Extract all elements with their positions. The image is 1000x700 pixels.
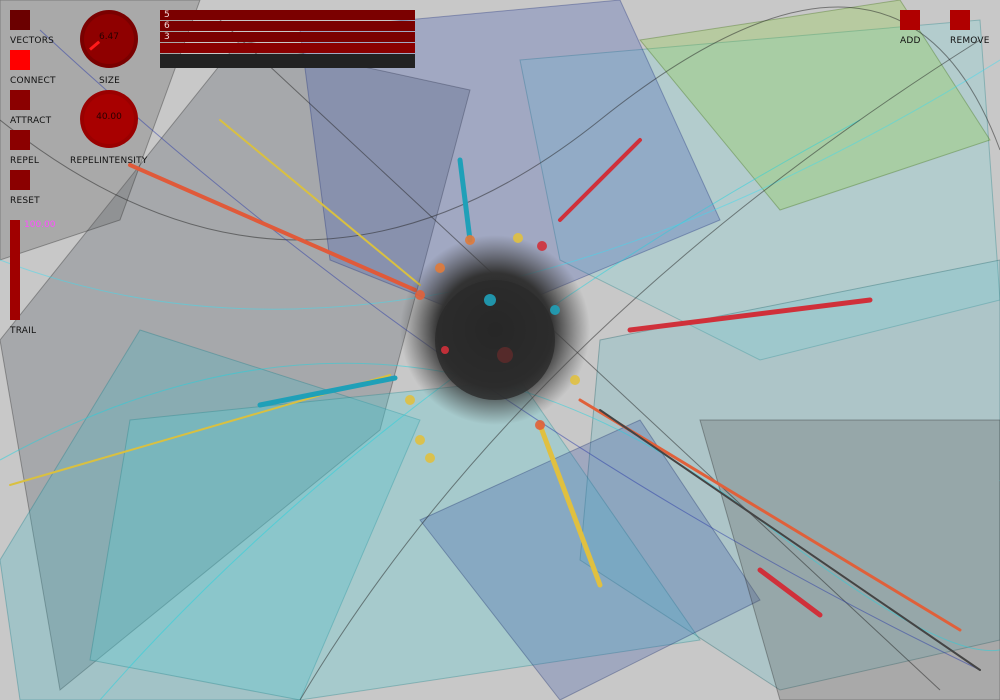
radio-item[interactable]: 5 bbox=[160, 10, 415, 20]
connect-toggle[interactable] bbox=[10, 50, 30, 70]
reset-button[interactable] bbox=[10, 170, 30, 190]
attract-label: ATTRACT bbox=[10, 116, 52, 126]
reset-label: RESET bbox=[10, 196, 40, 206]
vectors-toggle[interactable] bbox=[10, 10, 30, 30]
attract-toggle[interactable] bbox=[10, 90, 30, 110]
repel-intensity-value: 40.00 bbox=[96, 112, 122, 122]
remove-label: REMOVE bbox=[950, 36, 990, 46]
trail-label: TRAIL bbox=[10, 326, 37, 336]
trail-slider-fill bbox=[10, 220, 20, 320]
size-label: SIZE bbox=[99, 76, 121, 86]
mode-radio-list[interactable]: 5 6 3 bbox=[160, 10, 415, 69]
repel-label: REPEL bbox=[10, 156, 40, 166]
radio-item[interactable]: 6 bbox=[160, 21, 415, 31]
add-label: ADD bbox=[900, 36, 921, 46]
radio-item[interactable] bbox=[160, 54, 415, 68]
repel-intensity-knob[interactable]: 40.00 bbox=[80, 90, 138, 148]
vectors-label: VECTORS bbox=[10, 36, 55, 46]
repel-intensity-label: REPELINTENSITY bbox=[70, 156, 148, 166]
add-button[interactable] bbox=[900, 10, 920, 30]
radio-item[interactable]: 3 bbox=[160, 32, 415, 42]
rotary-knob-icon bbox=[84, 94, 134, 144]
remove-button[interactable] bbox=[950, 10, 970, 30]
radio-item[interactable] bbox=[160, 43, 415, 53]
trail-slider[interactable] bbox=[10, 220, 20, 320]
rotary-knob-icon bbox=[84, 14, 134, 64]
trail-value: 100.00 bbox=[24, 220, 56, 230]
size-value: 6.47 bbox=[98, 32, 120, 42]
repel-toggle[interactable] bbox=[10, 130, 30, 150]
size-knob[interactable]: 6.47 bbox=[80, 10, 138, 68]
connect-label: CONNECT bbox=[10, 76, 56, 86]
